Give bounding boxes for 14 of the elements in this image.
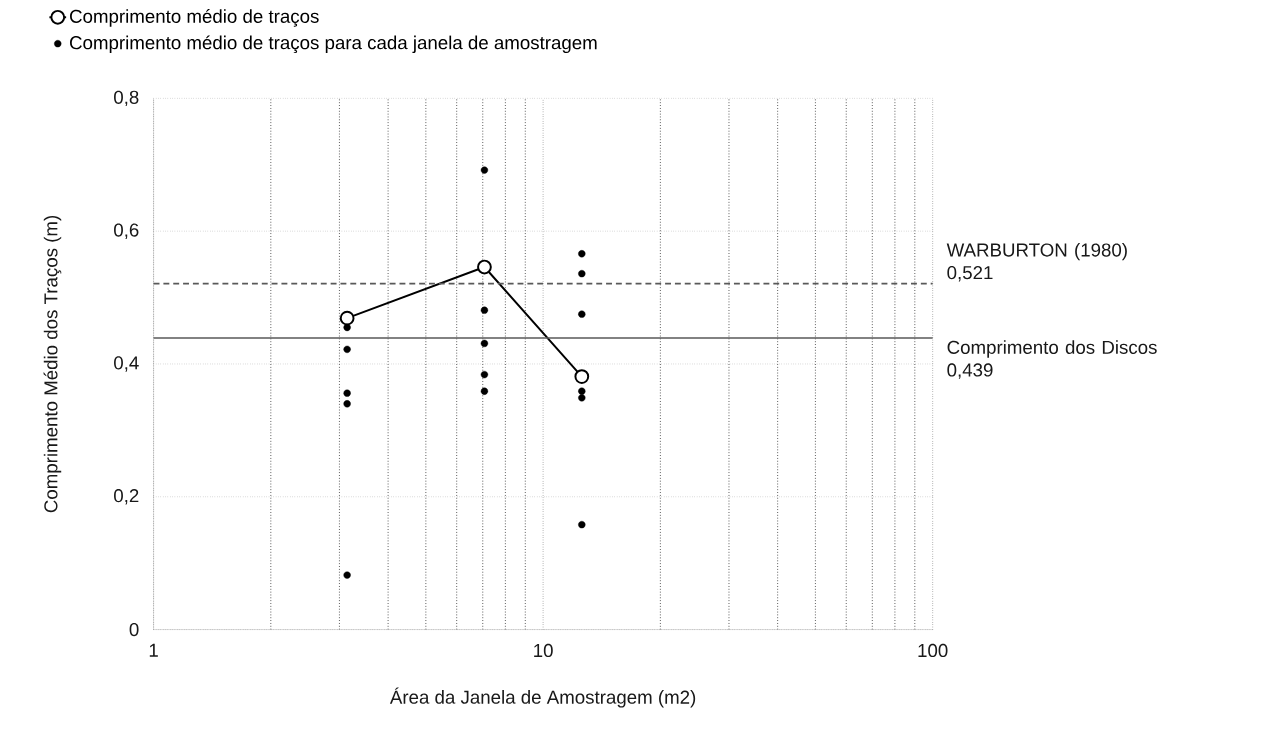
x-axis-title: Área da Janela de Amostragem (m2)	[389, 687, 696, 708]
x-tick-label: 10	[534, 643, 553, 658]
x-tick-label: 1	[149, 643, 158, 657]
y-tick-label: 0,8	[114, 90, 139, 107]
y-tick-label: 0,6	[114, 223, 139, 239]
legend-label: Comprimento médio de traços	[70, 9, 319, 27]
y-tick-label: 0	[129, 623, 139, 637]
ref-line-label: WARBURTON (1980) 0,521	[946, 242, 1127, 282]
y-tick-label: 0,4	[114, 356, 139, 372]
ref-line-label: Comprimento dos Discos 0,439	[947, 340, 1157, 379]
x-tick-label: 100	[918, 643, 948, 658]
y-tick-label: 0,2	[114, 489, 139, 505]
legend-label: Comprimento médio de traços para cada janela de amostragem	[70, 35, 597, 54]
y-axis-title: Comprimento Médio dos Traços (m)	[43, 216, 62, 513]
